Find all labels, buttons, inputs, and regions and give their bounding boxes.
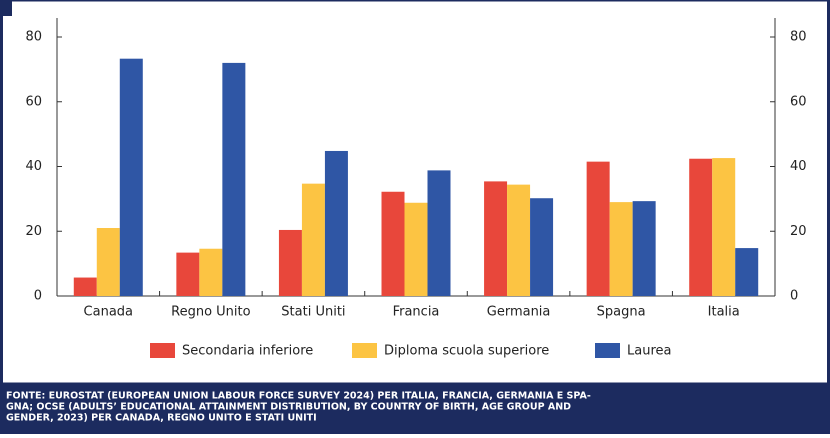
legend-label: Diploma scuola superiore [384, 344, 549, 359]
y2-tick-label: 0 [790, 289, 798, 304]
bar [119, 58, 143, 296]
legend-swatch [352, 343, 377, 358]
x-tick-label: Stati Uniti [281, 305, 345, 320]
bar [199, 248, 223, 296]
x-tick-label: Regno Unito [171, 305, 250, 320]
bar [381, 191, 405, 296]
bar [735, 248, 759, 296]
x-tick-label: Italia [708, 305, 740, 320]
legend-swatch [595, 343, 620, 358]
bar [689, 158, 713, 296]
bar [278, 229, 302, 296]
bar [586, 161, 610, 296]
legend-label: Laurea [627, 344, 671, 359]
source-line: FONTE: EUROSTAT (EUROPEAN UNION LABOUR F… [6, 391, 591, 402]
bar [530, 198, 554, 296]
bar [324, 150, 348, 296]
y2-tick-label: 60 [790, 94, 807, 109]
bar [632, 201, 656, 296]
bar [404, 202, 428, 296]
bar [484, 181, 508, 296]
legend-swatch [150, 343, 175, 358]
x-tick-label: Spagna [597, 305, 646, 320]
bar [73, 277, 97, 296]
bar [427, 170, 451, 296]
bar [609, 202, 633, 296]
bar [507, 184, 531, 296]
legend-label: Secondaria inferiore [182, 344, 313, 359]
source-line: GENDER, 2023) PER CANADA, REGNO UNITO E … [6, 413, 317, 424]
y-tick-label: 0 [34, 289, 42, 304]
source-line: GNA; OCSE (ADULTS’ EDUCATIONAL ATTAINMEN… [6, 402, 571, 413]
y2-tick-label: 20 [790, 224, 807, 239]
x-tick-label: Francia [393, 305, 440, 320]
bar [176, 252, 200, 296]
bar [712, 158, 736, 296]
y-tick-label: 40 [25, 159, 42, 174]
y2-tick-label: 80 [790, 30, 807, 45]
bar [301, 183, 325, 296]
y-tick-label: 20 [25, 224, 42, 239]
bar [96, 228, 120, 296]
frame-tab [0, 0, 12, 16]
y-tick-label: 80 [25, 30, 42, 45]
footer-band [0, 384, 830, 434]
x-tick-label: Germania [487, 305, 551, 320]
y-tick-label: 60 [25, 94, 42, 109]
x-tick-label: Canada [84, 305, 133, 320]
bar [222, 62, 246, 297]
y2-tick-label: 40 [790, 159, 807, 174]
